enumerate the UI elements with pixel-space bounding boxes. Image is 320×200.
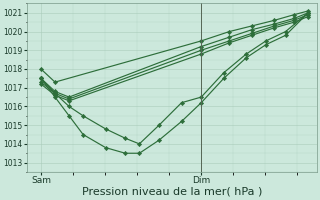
X-axis label: Pression niveau de la mer( hPa ): Pression niveau de la mer( hPa ) [82,187,262,197]
